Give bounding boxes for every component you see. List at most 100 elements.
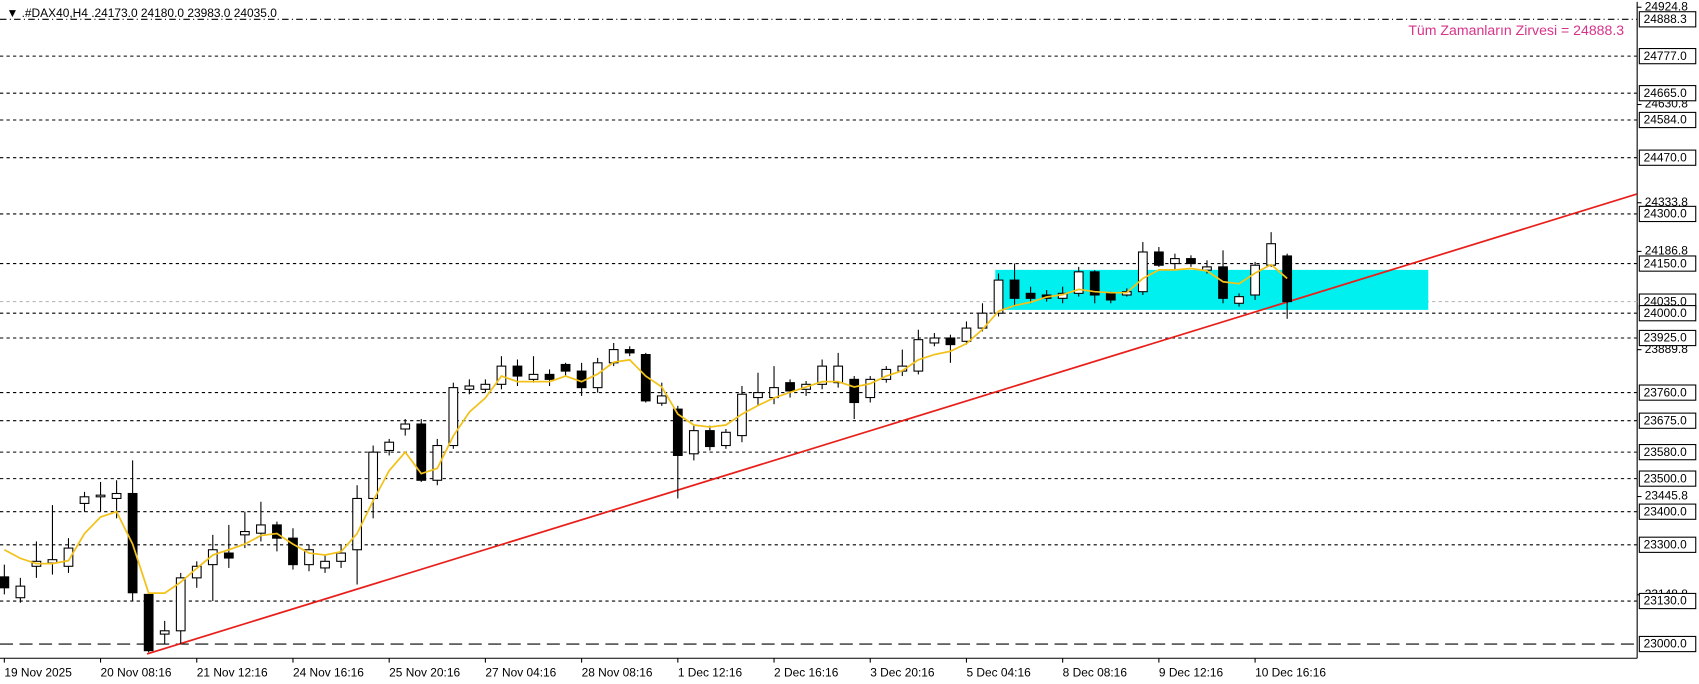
level-label-box (1638, 592, 1697, 610)
level-label-box (1638, 205, 1697, 223)
level-label: 24035.0 (1644, 294, 1687, 308)
level-label: 24470.0 (1644, 150, 1687, 164)
candle-body (528, 373, 539, 380)
candle-body (95, 494, 106, 498)
candle-body (368, 451, 379, 500)
candle-body (384, 441, 395, 452)
candle-body (175, 577, 186, 632)
level-label: 24665.0 (1644, 86, 1687, 100)
level-label-box (1638, 470, 1697, 487)
candle-body (993, 279, 1004, 314)
level-label: 23925.0 (1644, 331, 1687, 345)
level-label-box (1638, 47, 1697, 65)
x-tick-label: 9 Dec 12:16 (1159, 666, 1224, 680)
candle-body (400, 423, 411, 430)
x-tick-label: 27 Nov 04:16 (485, 666, 556, 680)
level-label: 24888.3 (1644, 12, 1687, 26)
candle-body (352, 497, 362, 551)
x-tick-label: 25 Nov 20:16 (389, 666, 460, 680)
candle-body (63, 547, 74, 567)
candle-body (672, 408, 683, 456)
candle-body (79, 496, 90, 504)
y-tick-label: 24924.8 (1645, 0, 1688, 13)
level-label: 23000.0 (1644, 637, 1687, 651)
candle-body (560, 363, 571, 372)
level-label: 23500.0 (1644, 471, 1687, 485)
level-label-box (1638, 635, 1697, 653)
x-tick-label: 20 Nov 08:16 (101, 666, 172, 680)
candle-body (336, 552, 346, 562)
candle-body (721, 431, 731, 447)
trendline (146, 193, 1637, 655)
level-label: 23580.0 (1644, 445, 1687, 459)
chart-header: ▼ .#DAX40,H4 .24173.0 24180.0 23983.0 24… (7, 6, 278, 20)
level-label-box (1638, 149, 1697, 166)
candle-body (416, 423, 427, 481)
x-tick-label: 24 Nov 16:16 (293, 666, 364, 680)
level-label: 24777.0 (1644, 49, 1687, 63)
candle-body (143, 593, 154, 652)
candle-body (111, 492, 122, 500)
candle-body (1025, 292, 1036, 299)
candle-body (1089, 271, 1100, 296)
x-tick-label: 1 Dec 12:16 (678, 666, 743, 680)
candle-body (432, 444, 443, 481)
candle-body (961, 327, 972, 342)
candle-body (0, 576, 10, 589)
candle-body (1009, 279, 1020, 299)
candle-body (833, 365, 844, 384)
candle-body (640, 354, 651, 402)
candle-body (977, 312, 988, 329)
candle-body (1137, 251, 1148, 293)
level-label: 24584.0 (1644, 113, 1687, 127)
candle-body (865, 378, 876, 399)
candle-body (945, 337, 956, 346)
x-tick-label: 5 Dec 04:16 (966, 666, 1031, 680)
level-label: 24150.0 (1644, 256, 1687, 270)
candle-body (1153, 251, 1164, 266)
candle-body (705, 430, 715, 448)
zone (995, 269, 1429, 310)
level-label-box (1638, 11, 1697, 28)
x-tick-label: 28 Nov 08:16 (582, 666, 653, 680)
level-label: 23400.0 (1644, 504, 1687, 518)
candle-body (304, 549, 314, 566)
level-label-box (1638, 536, 1697, 553)
candle-body (929, 337, 940, 344)
candle-body (272, 524, 282, 539)
candle-body (785, 382, 795, 392)
candle-body (624, 349, 635, 354)
level-label-box (1638, 255, 1697, 272)
y-tick-label: 23445.8 (1645, 489, 1688, 503)
x-tick-label: 3 Dec 20:16 (870, 666, 935, 680)
level-label-box (1638, 384, 1697, 401)
level-label: 23300.0 (1644, 537, 1687, 551)
level-label: 24300.0 (1644, 207, 1687, 221)
candle-body (753, 392, 763, 399)
annotation: Tüm Zamanların Zirvesi = 24888.3 (1408, 22, 1624, 38)
moving-average (3, 263, 1288, 594)
candle-body (1186, 258, 1196, 265)
level-label: 23675.0 (1644, 413, 1687, 427)
level-label-box (1638, 329, 1697, 347)
candle-body (913, 339, 924, 372)
candle-body (544, 373, 555, 380)
y-tick-label: 24186.8 (1645, 244, 1688, 258)
candle-body (688, 430, 699, 455)
candle-body (256, 524, 266, 534)
candle-body (1170, 258, 1180, 265)
level-label-box (1638, 305, 1697, 322)
candle-body (1105, 292, 1116, 301)
x-tick-label: 19 Nov 2025 (4, 666, 72, 680)
candle-body (608, 349, 619, 364)
candle-body (817, 365, 828, 385)
candle-body (1234, 296, 1244, 304)
level-label: 24000.0 (1644, 306, 1687, 320)
x-tick-label: 8 Dec 08:16 (1063, 666, 1128, 680)
level-label-box (1638, 444, 1697, 461)
x-tick-label: 21 Nov 12:16 (197, 666, 268, 680)
candle-body (239, 531, 250, 536)
level-label-box (1638, 111, 1697, 129)
x-tick-label: 10 Dec 16:16 (1255, 666, 1326, 680)
candle-body (207, 549, 218, 566)
